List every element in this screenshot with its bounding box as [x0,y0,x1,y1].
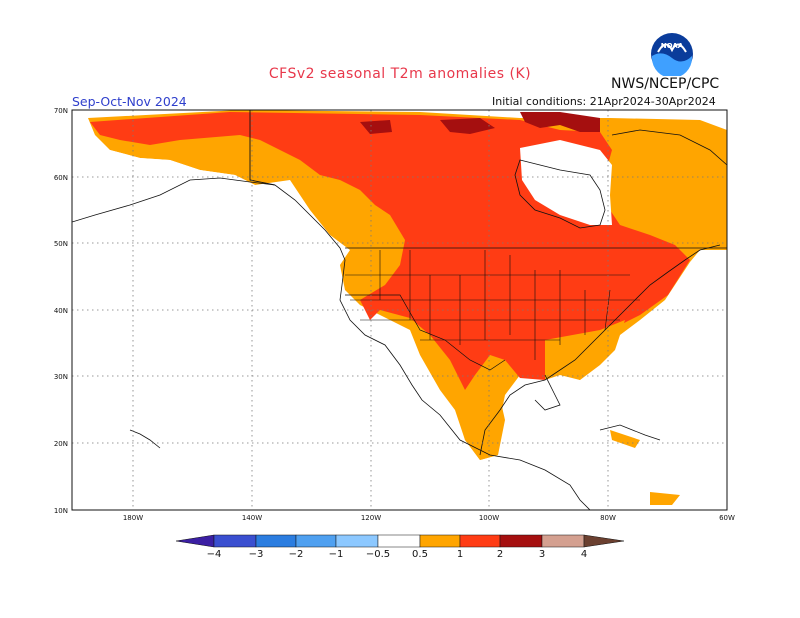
lon-label: 80W [600,514,616,522]
anomaly-fields [72,110,727,505]
colorbar-label: −0.5 [366,549,390,560]
colorbar-swatch [499,534,543,548]
colorbar-swatch [213,534,257,548]
map-frame [71,109,728,511]
colorbar-swatch [255,534,297,548]
colorbar-label: 2 [497,549,503,560]
season-label: Sep-Oct-Nov 2024 [72,94,187,109]
colorbar-swatch [295,534,337,548]
initial-conditions-label: Initial conditions: 21Apr2024-30Apr2024 [492,95,716,108]
anomaly-region-darkred-2 [440,118,495,134]
lon-label: 140W [242,514,262,522]
lat-label: 40N [54,307,68,315]
near-normal-hudson [520,140,612,225]
anomaly-region-orange-east [612,130,727,245]
lat-label: 50N [54,240,68,248]
colorbar-label: 0.5 [412,549,428,560]
lat-label: 70N [54,107,68,115]
longitude-labels: 180W 140W 120W 100W 80W 60W [123,514,735,522]
graticule [72,110,727,510]
colorbar-label: 4 [581,549,587,560]
svg-text:NOAA: NOAA [661,42,684,50]
near-normal-alaska [72,150,340,300]
anomaly-region-darkred [520,112,600,132]
lon-label: 120W [361,514,381,522]
colorbar-swatch [377,534,421,548]
colorbar-swatch [541,534,585,548]
lat-label: 60N [54,174,68,182]
colorbar-arrow-left [175,534,215,548]
lon-label: 100W [479,514,499,522]
state-borders [345,250,640,360]
lon-label: 60W [719,514,735,522]
colorbar-label: −1 [329,549,344,560]
coastlines [72,110,727,510]
lat-label: 10N [54,507,68,515]
colorbar-label: −2 [289,549,304,560]
latitude-labels: 70N 60N 50N 40N 30N 20N 10N [54,107,68,515]
colorbar-label: 3 [539,549,545,560]
colorbar-label: −3 [249,549,264,560]
anomaly-region-orange-caribbean [610,430,680,505]
lat-label: 20N [54,440,68,448]
colorbar-swatch [419,534,461,548]
colorbar-label: 1 [457,549,463,560]
map-title: CFSv2 seasonal T2m anomalies (K) [268,66,532,82]
lat-label: 30N [54,373,68,381]
anomaly-region-orange-mexico [455,390,505,460]
colorbar: −4 −3 −2 −1 −0.5 0.5 1 2 3 4 [175,534,625,560]
colorbar-arrow-right [583,534,625,548]
colorbar-swatch [335,534,379,548]
lon-label: 180W [123,514,143,522]
anomaly-region-darkred-3 [360,120,392,134]
colorbar-label: −4 [207,549,222,560]
colorbar-swatch [459,534,501,548]
agency-label: NWS/NCEP/CPC [611,76,720,92]
noaa-logo: NOAA [651,33,693,76]
